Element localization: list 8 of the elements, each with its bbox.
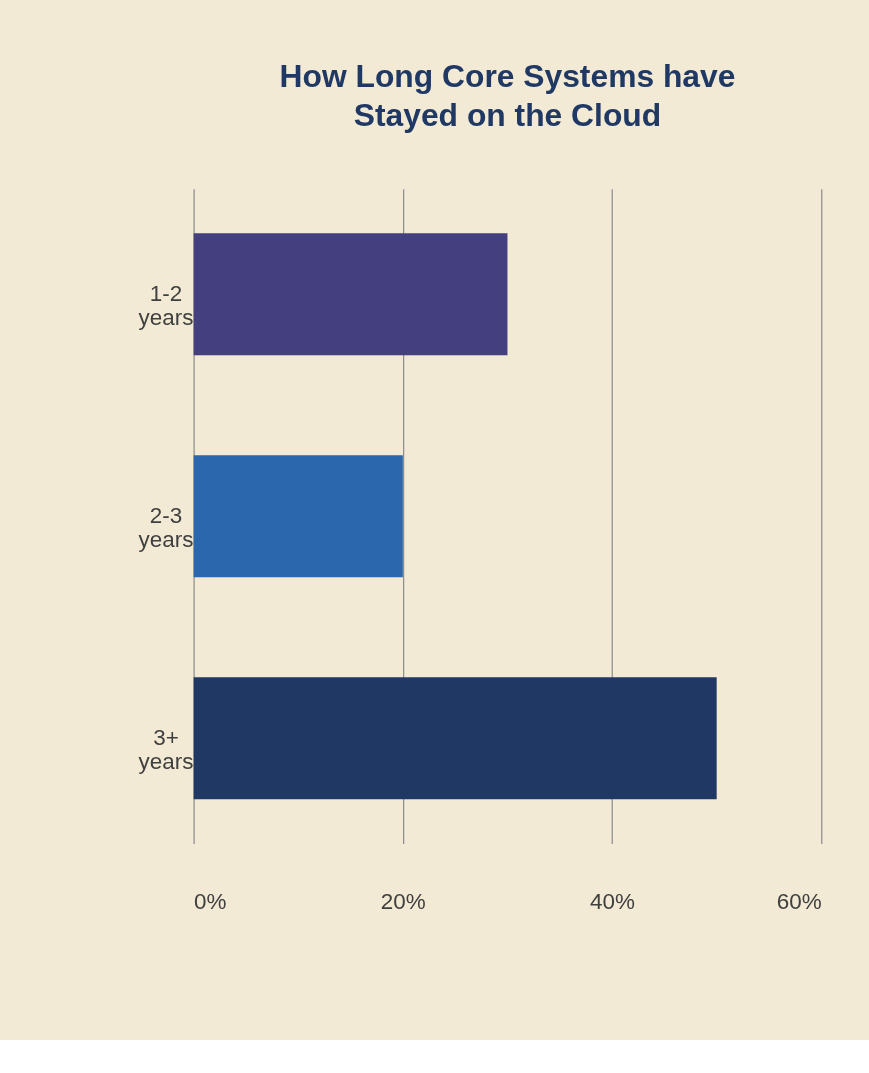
y-tick-label: 3+ years [138,724,194,775]
y-tick-label: 1-2 years [138,280,194,331]
y-tick-label: 2-3 years [138,502,194,553]
x-tick-label: 0% [194,888,227,914]
x-tick-label: 40% [590,888,636,914]
x-tick-label: 20% [380,888,426,914]
chart-title: How Long Core Systems have Stayed on the Cloud [279,57,736,134]
x-tick-label: 60% [776,888,822,914]
